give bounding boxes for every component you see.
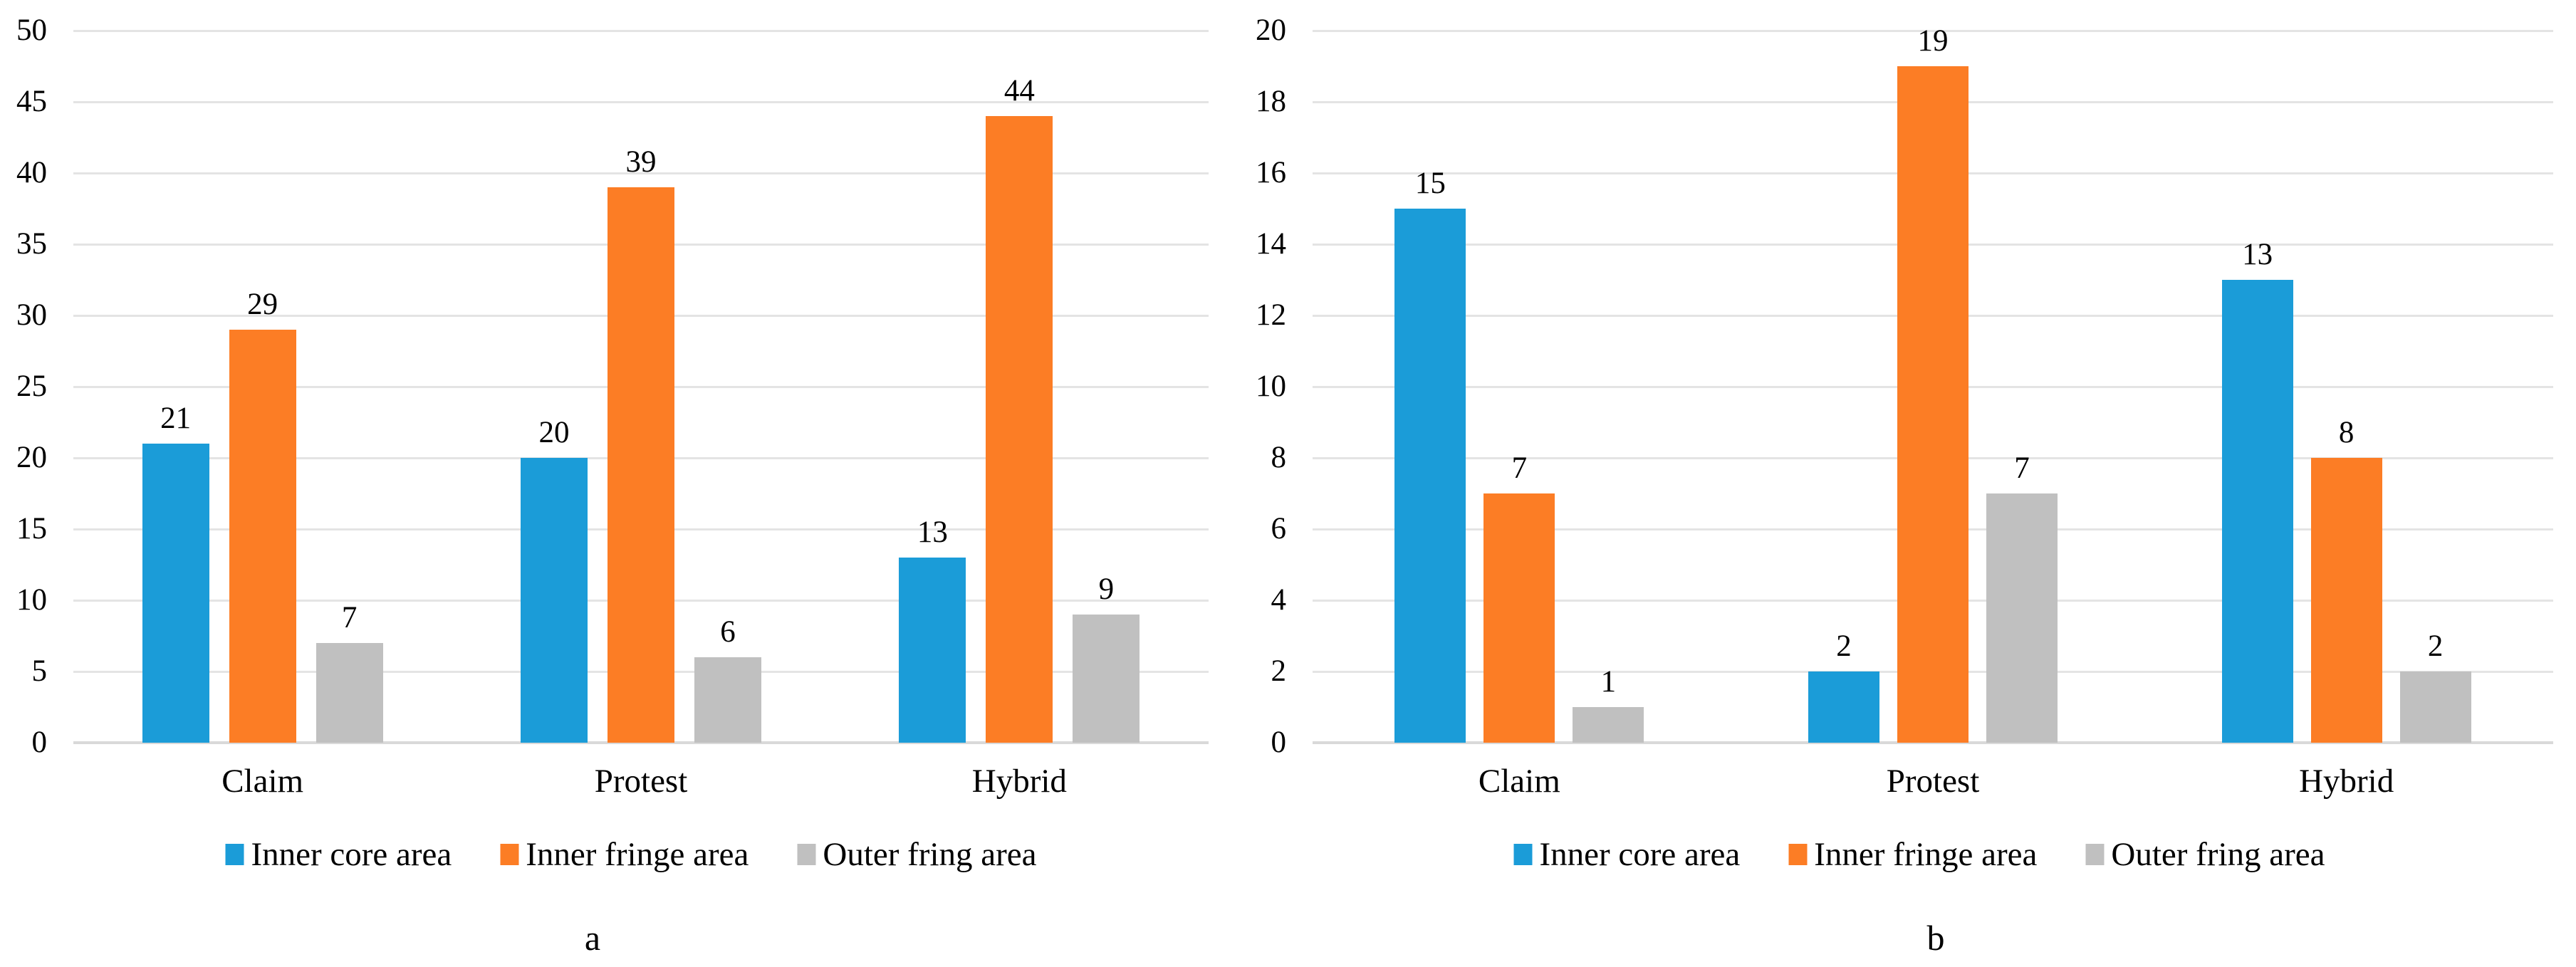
legend-item-outer-fring-area: Outer fring area	[2085, 835, 2325, 873]
legend: Inner core area Inner fringe area Outer fr…	[225, 835, 1037, 873]
legend-item-inner-core-area: Inner core area	[1513, 835, 1741, 873]
legend-marker-icon	[500, 844, 519, 865]
y-axis-tick-0: 0	[31, 726, 48, 759]
data-label-protest-inner-fringe-area: 39	[625, 145, 657, 179]
legend-label: Inner fringe area	[526, 835, 749, 873]
gridline-y45	[73, 101, 1209, 103]
panel-letter-b: b	[1926, 918, 1945, 958]
bar-hybrid-inner-fringe-area	[2310, 458, 2382, 743]
panel-letter-a: a	[584, 918, 601, 958]
y-axis-tick-10: 10	[1256, 370, 1286, 403]
gridline-y0	[73, 741, 1209, 744]
y-axis-tick-6: 6	[1271, 512, 1287, 545]
y-axis-tick-15: 15	[16, 512, 47, 545]
legend-marker-icon	[797, 844, 816, 865]
data-label-hybrid-inner-core-area: 13	[2242, 238, 2273, 271]
data-label-claim-inner-fringe-area: 7	[1511, 451, 1528, 485]
legend-label: Outer fring area	[2111, 835, 2325, 873]
bar-claim-inner-fringe-area	[229, 330, 296, 743]
data-label-hybrid-outer-fring-area: 9	[1098, 573, 1115, 606]
y-axis-tick-8: 8	[1271, 441, 1287, 474]
y-axis-tick-45: 45	[16, 85, 47, 118]
data-label-claim-inner-fringe-area: 29	[247, 288, 278, 321]
x-axis-label-protest: Protest	[594, 763, 688, 800]
x-axis-label-hybrid: Hybrid	[971, 763, 1067, 800]
x-axis-label-protest: Protest	[1886, 763, 1980, 800]
x-axis-label-claim: Claim	[1478, 763, 1560, 800]
bar-hybrid-outer-fring-area	[1073, 615, 1140, 743]
bar-claim-outer-fring-area	[1573, 707, 1644, 743]
y-axis-tick-18: 18	[1256, 85, 1286, 118]
legend-marker-icon	[2085, 844, 2105, 865]
data-label-hybrid-outer-fring-area: 2	[2427, 629, 2444, 663]
data-label-claim-outer-fring-area: 7	[341, 601, 358, 634]
y-axis-tick-20: 20	[16, 441, 47, 474]
data-label-protest-inner-fringe-area: 19	[1917, 24, 1949, 58]
bar-claim-inner-core-area	[1394, 209, 1466, 743]
bar-protest-inner-core-area	[1808, 671, 1879, 743]
gridline-y0	[1313, 741, 2553, 744]
legend-label: Inner core area	[251, 835, 452, 873]
y-axis-tick-0: 0	[1271, 726, 1287, 759]
legend-label: Inner core area	[1539, 835, 1741, 873]
y-axis-tick-12: 12	[1256, 298, 1286, 332]
data-label-protest-outer-fring-area: 7	[2014, 451, 2030, 485]
bar-hybrid-inner-core-area	[2221, 280, 2293, 743]
y-axis-tick-2: 2	[1271, 654, 1287, 688]
legend-item-inner-fringe-area: Inner fringe area	[500, 835, 749, 873]
legend-item-inner-fringe-area: Inner fringe area	[1788, 835, 2038, 873]
bar-protest-outer-fring-area	[694, 657, 761, 743]
bar-hybrid-outer-fring-area	[2399, 671, 2471, 743]
legend: Inner core area Inner fringe area Outer fr…	[1513, 835, 2325, 873]
y-axis-tick-14: 14	[1256, 227, 1286, 261]
bar-protest-inner-core-area	[521, 458, 588, 743]
data-label-protest-inner-core-area: 20	[538, 416, 570, 449]
y-axis-tick-50: 50	[16, 14, 47, 47]
data-label-claim-inner-core-area: 15	[1414, 167, 1446, 200]
x-axis-label-hybrid: Hybrid	[2299, 763, 2394, 800]
y-axis-tick-4: 4	[1271, 583, 1287, 617]
bar-protest-inner-fringe-area	[1897, 66, 1968, 743]
bar-claim-outer-fring-area	[316, 643, 383, 743]
data-label-claim-outer-fring-area: 1	[1600, 665, 1617, 699]
y-axis-tick-30: 30	[16, 298, 47, 332]
legend-item-inner-core-area: Inner core area	[225, 835, 452, 873]
y-axis-tick-25: 25	[16, 370, 47, 403]
bar-hybrid-inner-core-area	[899, 558, 966, 743]
bar-hybrid-inner-fringe-area	[986, 116, 1053, 743]
data-label-hybrid-inner-fringe-area: 8	[2338, 416, 2355, 449]
y-axis-tick-20: 20	[1256, 14, 1286, 47]
y-axis-tick-40: 40	[16, 156, 47, 189]
data-label-hybrid-inner-core-area: 13	[917, 516, 948, 549]
gridline-y20	[1313, 30, 2553, 32]
bar-claim-inner-core-area	[142, 444, 209, 743]
legend-marker-icon	[1788, 844, 1808, 865]
gridline-y40	[73, 172, 1209, 174]
legend-label: Inner fringe area	[1814, 835, 2038, 873]
legend-item-outer-fring-area: Outer fring area	[797, 835, 1037, 873]
y-axis-tick-16: 16	[1256, 156, 1286, 189]
data-label-protest-outer-fring-area: 6	[720, 615, 736, 649]
data-label-hybrid-inner-fringe-area: 44	[1003, 74, 1035, 108]
bar-claim-inner-fringe-area	[1483, 493, 1555, 743]
bar-protest-outer-fring-area	[1986, 493, 2058, 743]
x-axis-label-claim: Claim	[221, 763, 304, 800]
y-axis-tick-10: 10	[16, 583, 47, 617]
bar-protest-inner-fringe-area	[608, 187, 674, 743]
legend-marker-icon	[1513, 844, 1533, 865]
legend-marker-icon	[225, 844, 244, 865]
y-axis-tick-35: 35	[16, 227, 47, 261]
gridline-y50	[73, 30, 1209, 32]
data-label-claim-inner-core-area: 21	[160, 402, 192, 435]
y-axis-tick-5: 5	[31, 654, 48, 688]
legend-label: Outer fring area	[823, 835, 1037, 873]
data-label-protest-inner-core-area: 2	[1836, 629, 1852, 663]
